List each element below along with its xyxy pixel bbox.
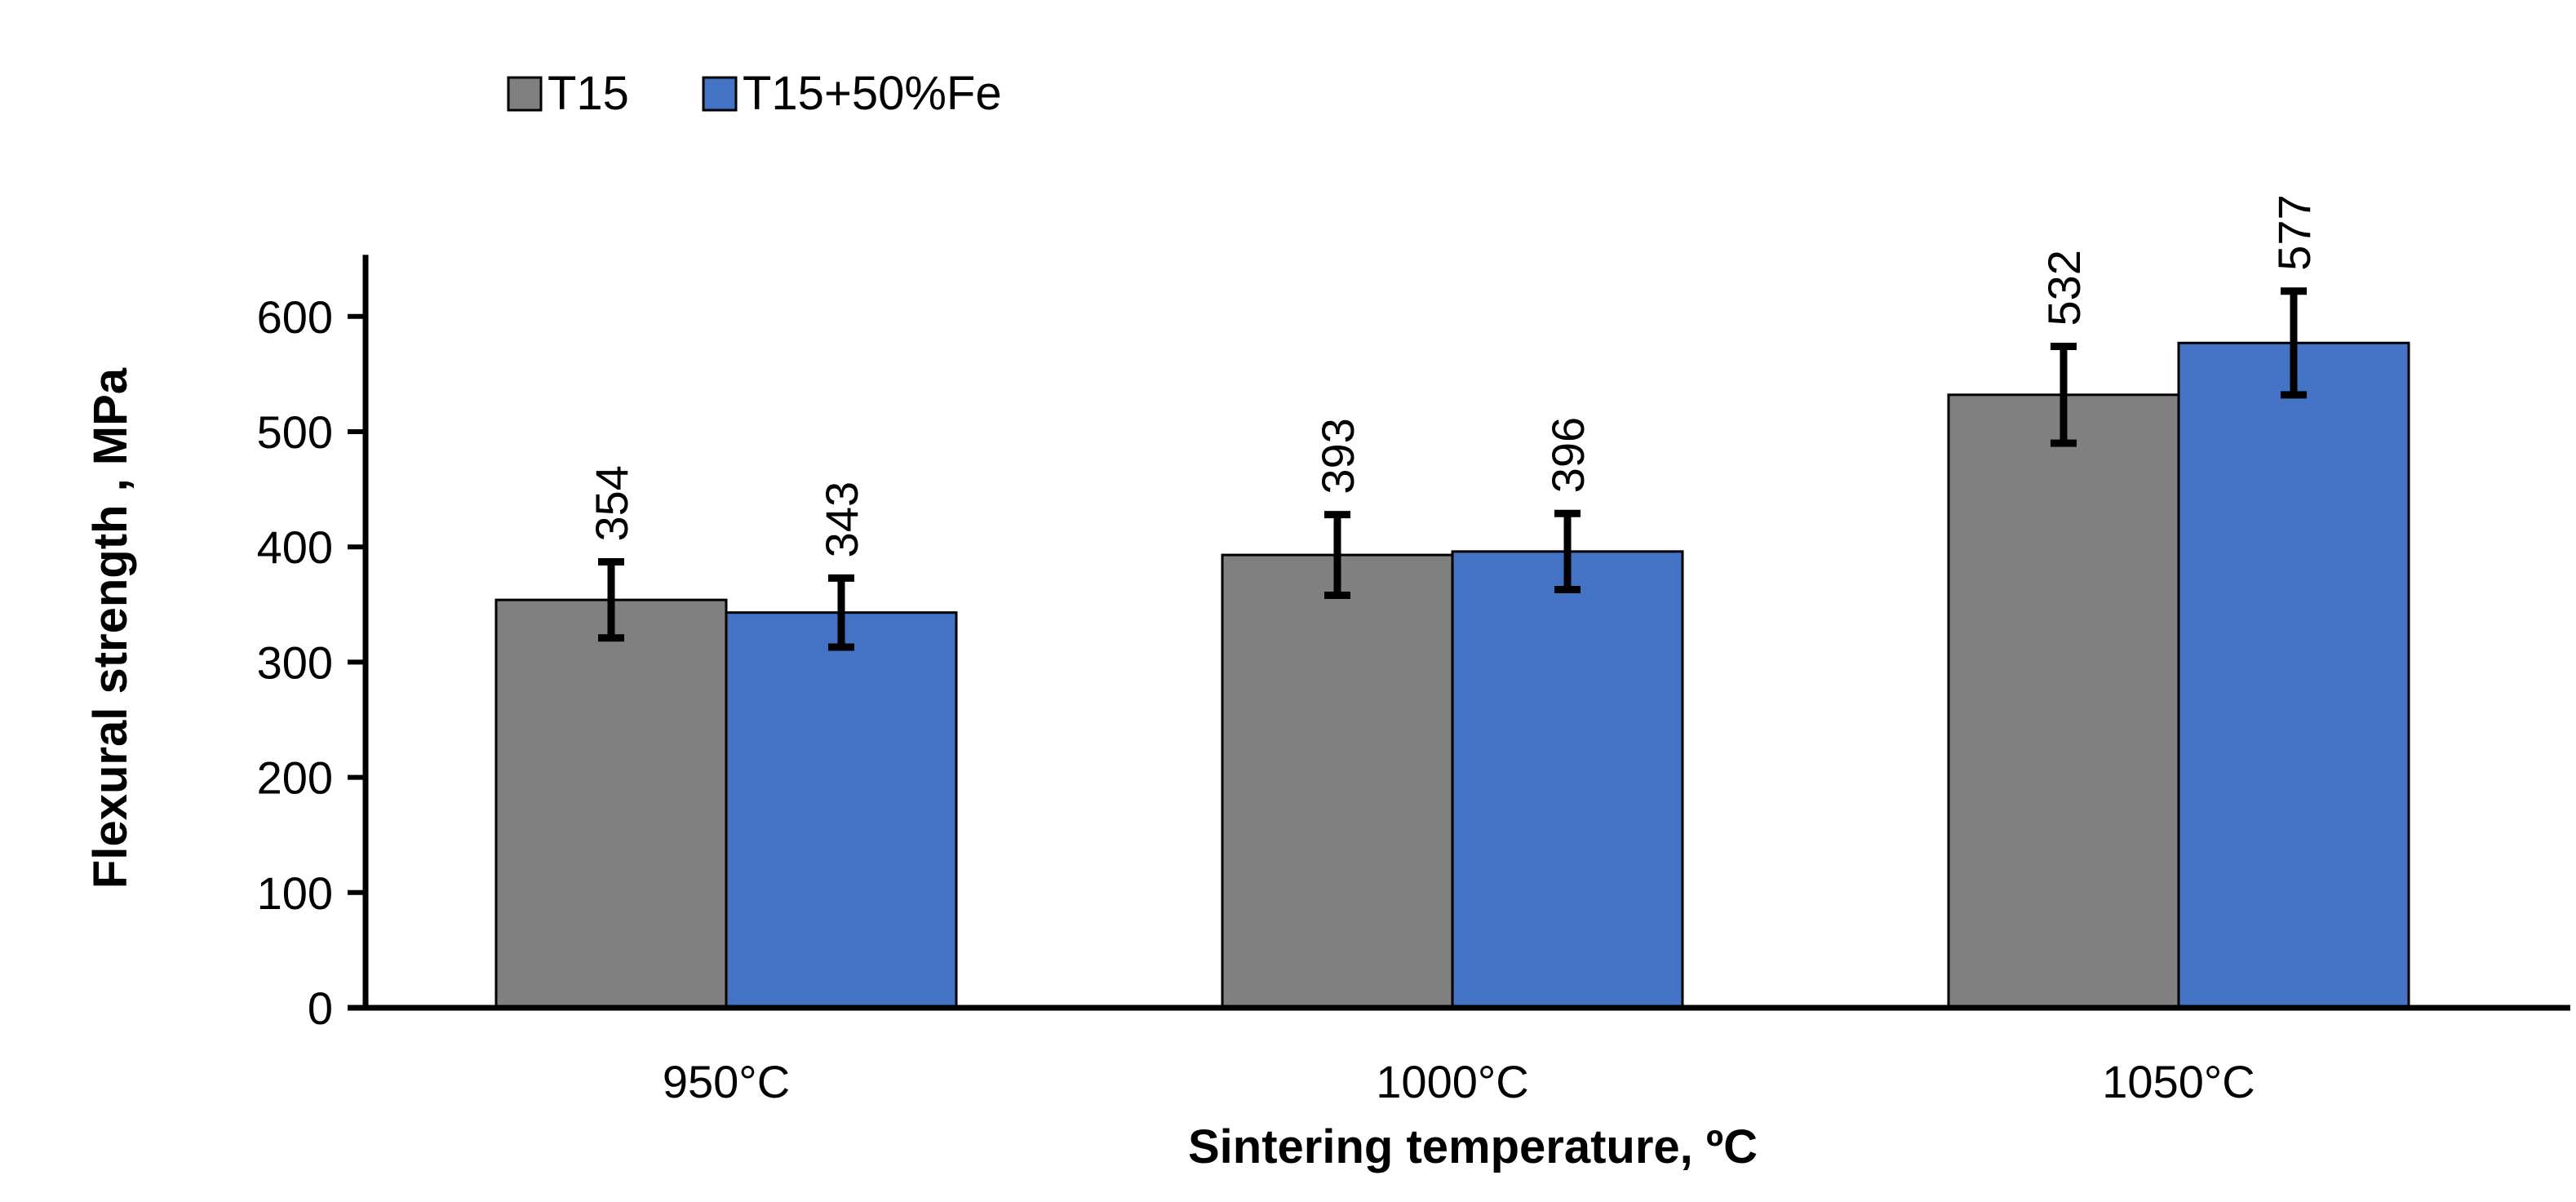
legend-label: T15	[548, 67, 629, 120]
chart-legend: T15 T15+50%Fe	[507, 67, 1002, 120]
x-category-label: 1050°C	[2102, 1056, 2255, 1107]
y-tick-label: 0	[308, 982, 333, 1034]
bar	[1221, 553, 1454, 1009]
legend-swatch	[507, 76, 543, 112]
x-axis: 950°C 1000°C 1050°C	[348, 1005, 2570, 1107]
data-label: 393	[1312, 418, 1363, 494]
legend-label: T15+50%Fe	[743, 67, 1002, 120]
y-tick-label: 600	[257, 291, 333, 343]
bar	[725, 611, 958, 1009]
data-label: 396	[1542, 417, 1594, 493]
y-tick-label: 400	[257, 521, 333, 573]
y-tick-label: 500	[257, 406, 333, 458]
y-tick-label: 300	[257, 636, 333, 688]
data-label: 343	[816, 481, 867, 557]
bar	[2177, 341, 2410, 1009]
bar	[494, 598, 728, 1009]
x-category-label: 1000°C	[1376, 1056, 1528, 1107]
bars-group: 354 343 393 396 532 577	[494, 194, 2410, 1009]
data-label: 354	[586, 465, 637, 541]
bar	[1947, 393, 2180, 1009]
y-axis-title: Flexural strength , MPa	[84, 367, 137, 889]
data-label: 532	[2038, 250, 2090, 326]
y-tick-label: 200	[257, 752, 333, 804]
y-axis: 0 100 200 300 400 500 600	[257, 255, 369, 1034]
data-label: 577	[2268, 194, 2320, 270]
x-axis-title: Sintering temperature, ºC	[1188, 1120, 1758, 1173]
y-tick-label: 100	[257, 867, 333, 919]
bar	[1451, 550, 1684, 1009]
x-category-label: 950°C	[663, 1056, 790, 1107]
legend-swatch	[702, 76, 738, 112]
